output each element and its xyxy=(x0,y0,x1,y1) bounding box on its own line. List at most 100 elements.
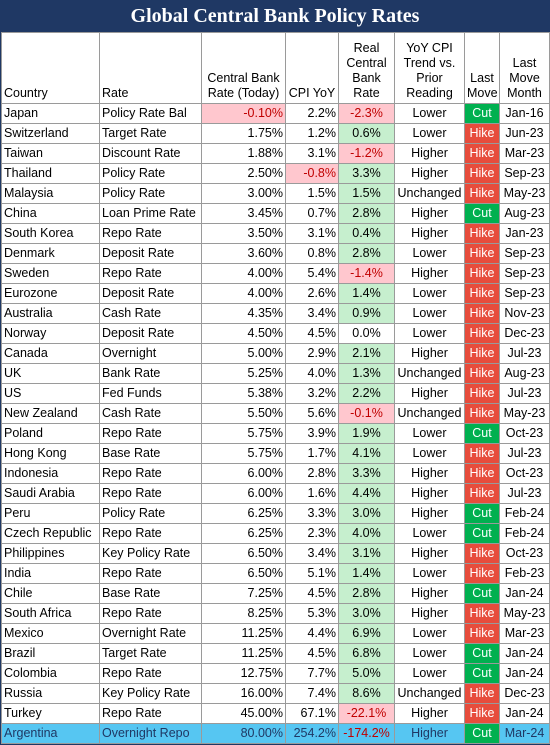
real-rate-cell: 6.9% xyxy=(338,623,395,644)
last-move-cell: Hike xyxy=(464,243,500,264)
cpi-cell: 7.7% xyxy=(285,663,339,684)
last-move-cell: Cut xyxy=(464,723,500,744)
header-last-move: Last Move xyxy=(464,32,500,104)
country-cell: Chile xyxy=(1,583,100,604)
real-rate-cell: 4.1% xyxy=(338,443,395,464)
rate-cell: Deposit Rate xyxy=(99,243,202,264)
country-cell: South Africa xyxy=(1,603,100,624)
last-move-month-cell: Feb-24 xyxy=(499,503,550,524)
real-rate-cell: 3.0% xyxy=(338,503,395,524)
country-cell: Turkey xyxy=(1,703,100,724)
table-row: New Zealand Cash Rate 5.50% 5.6% -0.1% Unchan… xyxy=(1,403,550,424)
table-row: US Fed Funds 5.38% 3.2% 2.2% Higher Hike Jul-23 xyxy=(1,383,550,404)
cpi-cell: 1.6% xyxy=(285,483,339,504)
real-rate-cell: -1.4% xyxy=(338,263,395,284)
last-move-month-cell: Nov-23 xyxy=(499,303,550,324)
cpi-trend-cell: Unchanged xyxy=(394,683,465,704)
last-move-cell: Cut xyxy=(464,503,500,524)
table-row: Peru Policy Rate 6.25% 3.3% 3.0% Higher Cut Feb… xyxy=(1,503,550,524)
last-move-cell: Hike xyxy=(464,263,500,284)
cpi-cell: 2.2% xyxy=(285,103,339,124)
cb-rate-cell: 11.25% xyxy=(201,623,286,644)
country-cell: Argentina xyxy=(1,723,100,744)
last-move-month-cell: Jul-23 xyxy=(499,483,550,504)
last-move-cell: Cut xyxy=(464,643,500,664)
rate-cell: Repo Rate xyxy=(99,663,202,684)
cpi-cell: 4.5% xyxy=(285,323,339,344)
country-cell: New Zealand xyxy=(1,403,100,424)
last-move-cell: Hike xyxy=(464,343,500,364)
country-cell: Poland xyxy=(1,423,100,444)
rate-cell: Deposit Rate xyxy=(99,283,202,304)
real-rate-cell: 1.4% xyxy=(338,563,395,584)
real-rate-cell: 3.1% xyxy=(338,543,395,564)
rate-cell: Policy Rate xyxy=(99,503,202,524)
real-rate-cell: 1.5% xyxy=(338,183,395,204)
cb-rate-cell: 12.75% xyxy=(201,663,286,684)
cb-rate-cell: 8.25% xyxy=(201,603,286,624)
country-cell: Denmark xyxy=(1,243,100,264)
rate-cell: Cash Rate xyxy=(99,403,202,424)
country-cell: Switzerland xyxy=(1,123,100,144)
cpi-cell: 3.3% xyxy=(285,503,339,524)
last-move-cell: Hike xyxy=(464,223,500,244)
rate-cell: Bank Rate xyxy=(99,363,202,384)
cpi-cell: 2.6% xyxy=(285,283,339,304)
country-cell: Brazil xyxy=(1,643,100,664)
header-rate: Rate xyxy=(99,32,202,104)
country-cell: Colombia xyxy=(1,663,100,684)
table-row: Eurozone Deposit Rate 4.00% 2.6% 1.4% Lower Hi… xyxy=(1,283,550,304)
cb-rate-cell: 1.75% xyxy=(201,123,286,144)
cpi-trend-cell: Higher xyxy=(394,543,465,564)
cpi-trend-cell: Higher xyxy=(394,343,465,364)
real-rate-cell: 0.0% xyxy=(338,323,395,344)
table-row: India Repo Rate 6.50% 5.1% 1.4% Lower Hike Feb-… xyxy=(1,563,550,584)
table-title: Global Central Bank Policy Rates xyxy=(1,1,549,32)
last-move-month-cell: Sep-23 xyxy=(499,283,550,304)
last-move-month-cell: Mar-24 xyxy=(499,723,550,744)
rate-cell: Policy Rate xyxy=(99,163,202,184)
cpi-trend-cell: Lower xyxy=(394,563,465,584)
country-cell: Taiwan xyxy=(1,143,100,164)
last-move-cell: Hike xyxy=(464,163,500,184)
cpi-cell: 0.8% xyxy=(285,243,339,264)
table-row: Chile Base Rate 7.25% 4.5% 2.8% Higher Cut Jan-… xyxy=(1,583,550,604)
last-move-cell: Hike xyxy=(464,303,500,324)
cpi-cell: 3.9% xyxy=(285,423,339,444)
last-move-month-cell: Dec-23 xyxy=(499,683,550,704)
cb-rate-cell: 6.25% xyxy=(201,523,286,544)
last-move-cell: Hike xyxy=(464,183,500,204)
rate-cell: Repo Rate xyxy=(99,423,202,444)
cb-rate-cell: 6.00% xyxy=(201,463,286,484)
cb-rate-cell: 5.50% xyxy=(201,403,286,424)
rate-cell: Overnight Repo xyxy=(99,723,202,744)
real-rate-cell: 3.0% xyxy=(338,603,395,624)
cb-rate-cell: 5.75% xyxy=(201,423,286,444)
last-move-cell: Hike xyxy=(464,603,500,624)
cb-rate-cell: 4.35% xyxy=(201,303,286,324)
last-move-cell: Hike xyxy=(464,383,500,404)
last-move-month-cell: Mar-23 xyxy=(499,143,550,164)
country-cell: South Korea xyxy=(1,223,100,244)
last-move-cell: Cut xyxy=(464,203,500,224)
table-row: Hong Kong Base Rate 5.75% 1.7% 4.1% Lower Hike… xyxy=(1,443,550,464)
cpi-trend-cell: Higher xyxy=(394,163,465,184)
table-row: Denmark Deposit Rate 3.60% 0.8% 2.8% Lower Hik… xyxy=(1,243,550,264)
rate-cell: Repo Rate xyxy=(99,523,202,544)
cpi-cell: 2.8% xyxy=(285,463,339,484)
table-row: South Africa Repo Rate 8.25% 5.3% 3.0% Higher… xyxy=(1,603,550,624)
cpi-cell: 1.7% xyxy=(285,443,339,464)
cpi-trend-cell: Higher xyxy=(394,383,465,404)
country-cell: Canada xyxy=(1,343,100,364)
real-rate-cell: -0.1% xyxy=(338,403,395,424)
last-move-month-cell: Mar-23 xyxy=(499,623,550,644)
last-move-month-cell: Jan-23 xyxy=(499,223,550,244)
last-move-month-cell: Jun-23 xyxy=(499,123,550,144)
real-rate-cell: 4.0% xyxy=(338,523,395,544)
real-rate-cell: 2.8% xyxy=(338,583,395,604)
last-move-month-cell: May-23 xyxy=(499,403,550,424)
last-move-month-cell: Sep-23 xyxy=(499,263,550,284)
last-move-month-cell: Jan-24 xyxy=(499,583,550,604)
cpi-cell: 1.5% xyxy=(285,183,339,204)
cb-rate-cell: 2.50% xyxy=(201,163,286,184)
